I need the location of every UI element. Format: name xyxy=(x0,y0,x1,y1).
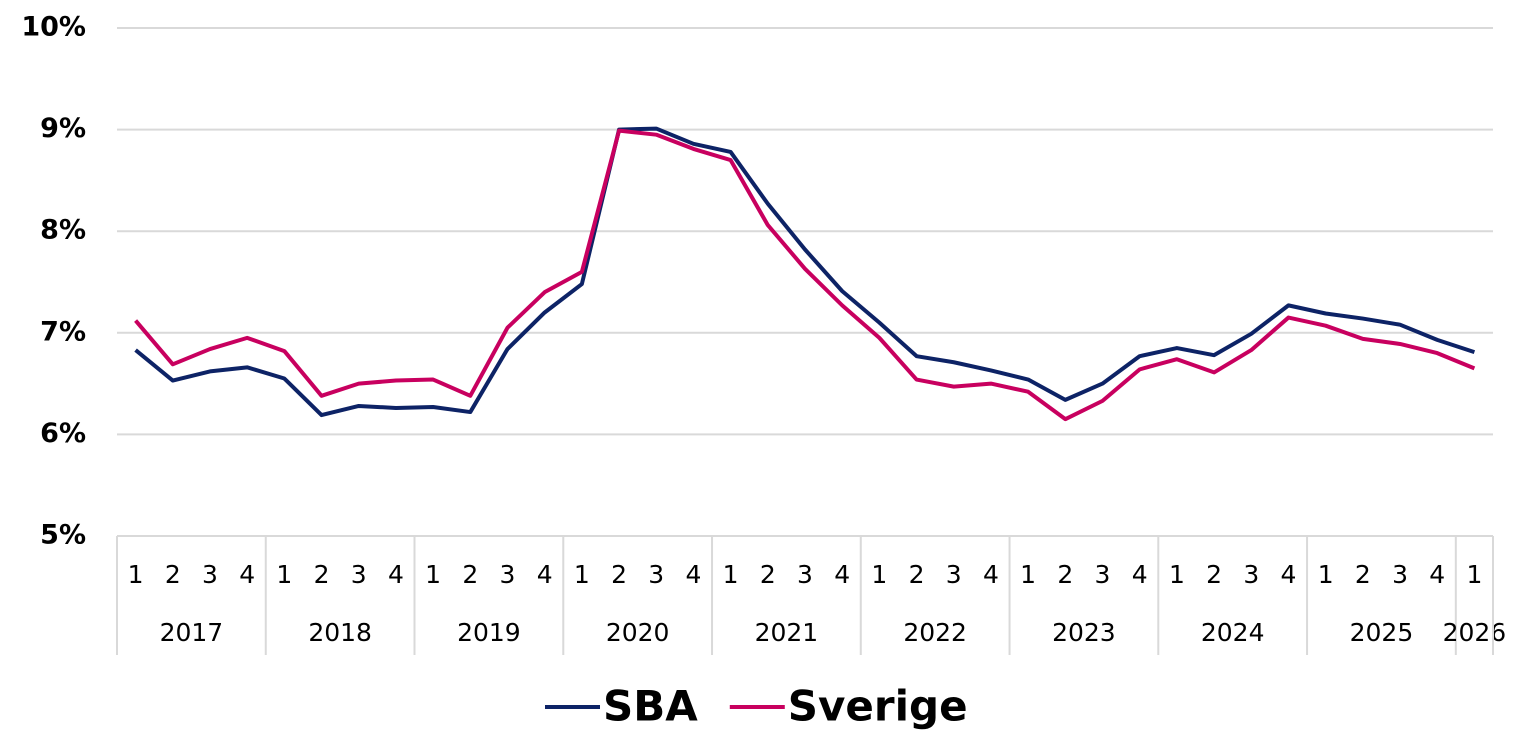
x-tick-label: 4 xyxy=(388,560,404,589)
x-tick-label: 1 xyxy=(128,560,144,589)
x-group-label: 2019 xyxy=(457,618,521,647)
x-tick-label: 4 xyxy=(239,560,255,589)
x-tick-label: 2 xyxy=(165,560,181,589)
x-tick-label: 3 xyxy=(946,560,962,589)
x-group-label: 2025 xyxy=(1350,618,1414,647)
x-tick-label: 1 xyxy=(871,560,887,589)
x-tick-label: 2 xyxy=(611,560,627,589)
legend-label: SBA xyxy=(603,682,698,731)
x-tick-label: 3 xyxy=(351,560,367,589)
x-tick-label: 1 xyxy=(1466,560,1482,589)
x-tick-label: 1 xyxy=(723,560,739,589)
x-tick-label: 3 xyxy=(797,560,813,589)
x-tick-label: 4 xyxy=(834,560,850,589)
x-group-label: 2017 xyxy=(160,618,224,647)
x-group-label: 2026 xyxy=(1443,618,1507,647)
x-tick-label: 4 xyxy=(1429,560,1445,589)
x-tick-label: 4 xyxy=(1132,560,1148,589)
x-tick-label: 2 xyxy=(314,560,330,589)
x-tick-label: 1 xyxy=(574,560,590,589)
y-tick-label: 5% xyxy=(40,520,86,551)
x-tick-label: 4 xyxy=(983,560,999,589)
x-tick-label: 3 xyxy=(1392,560,1408,589)
x-group-label: 2021 xyxy=(755,618,819,647)
x-tick-label: 3 xyxy=(1095,560,1111,589)
x-tick-label: 3 xyxy=(202,560,218,589)
x-tick-label: 4 xyxy=(1281,560,1297,589)
x-tick-label: 1 xyxy=(425,560,441,589)
x-tick-label: 3 xyxy=(1243,560,1259,589)
series-line xyxy=(134,128,1476,422)
x-group-label: 2024 xyxy=(1201,618,1265,647)
x-tick-label: 3 xyxy=(648,560,664,589)
x-group-label: 2020 xyxy=(606,618,670,647)
legend-label: Sverige xyxy=(788,682,968,731)
x-tick-label: 1 xyxy=(1020,560,1036,589)
y-tick-label: 6% xyxy=(40,418,86,449)
x-tick-label: 2 xyxy=(1206,560,1222,589)
x-tick-label: 2 xyxy=(1057,560,1073,589)
y-tick-label: 9% xyxy=(40,113,86,144)
x-group-label: 2018 xyxy=(308,618,372,647)
x-tick-label: 2 xyxy=(1355,560,1371,589)
x-tick-label: 2 xyxy=(462,560,478,589)
series-line xyxy=(134,126,1476,418)
y-tick-label: 8% xyxy=(40,215,86,246)
x-tick-label: 4 xyxy=(537,560,553,589)
x-tick-label: 1 xyxy=(276,560,292,589)
y-tick-label: 7% xyxy=(40,316,86,347)
x-group-label: 2022 xyxy=(903,618,967,647)
x-group-label: 2023 xyxy=(1052,618,1116,647)
x-tick-label: 1 xyxy=(1318,560,1334,589)
x-tick-label: 2 xyxy=(909,560,925,589)
x-tick-label: 2 xyxy=(760,560,776,589)
x-tick-label: 4 xyxy=(685,560,701,589)
y-tick-label: 10% xyxy=(21,12,86,43)
x-tick-label: 1 xyxy=(1169,560,1185,589)
x-tick-label: 3 xyxy=(500,560,516,589)
